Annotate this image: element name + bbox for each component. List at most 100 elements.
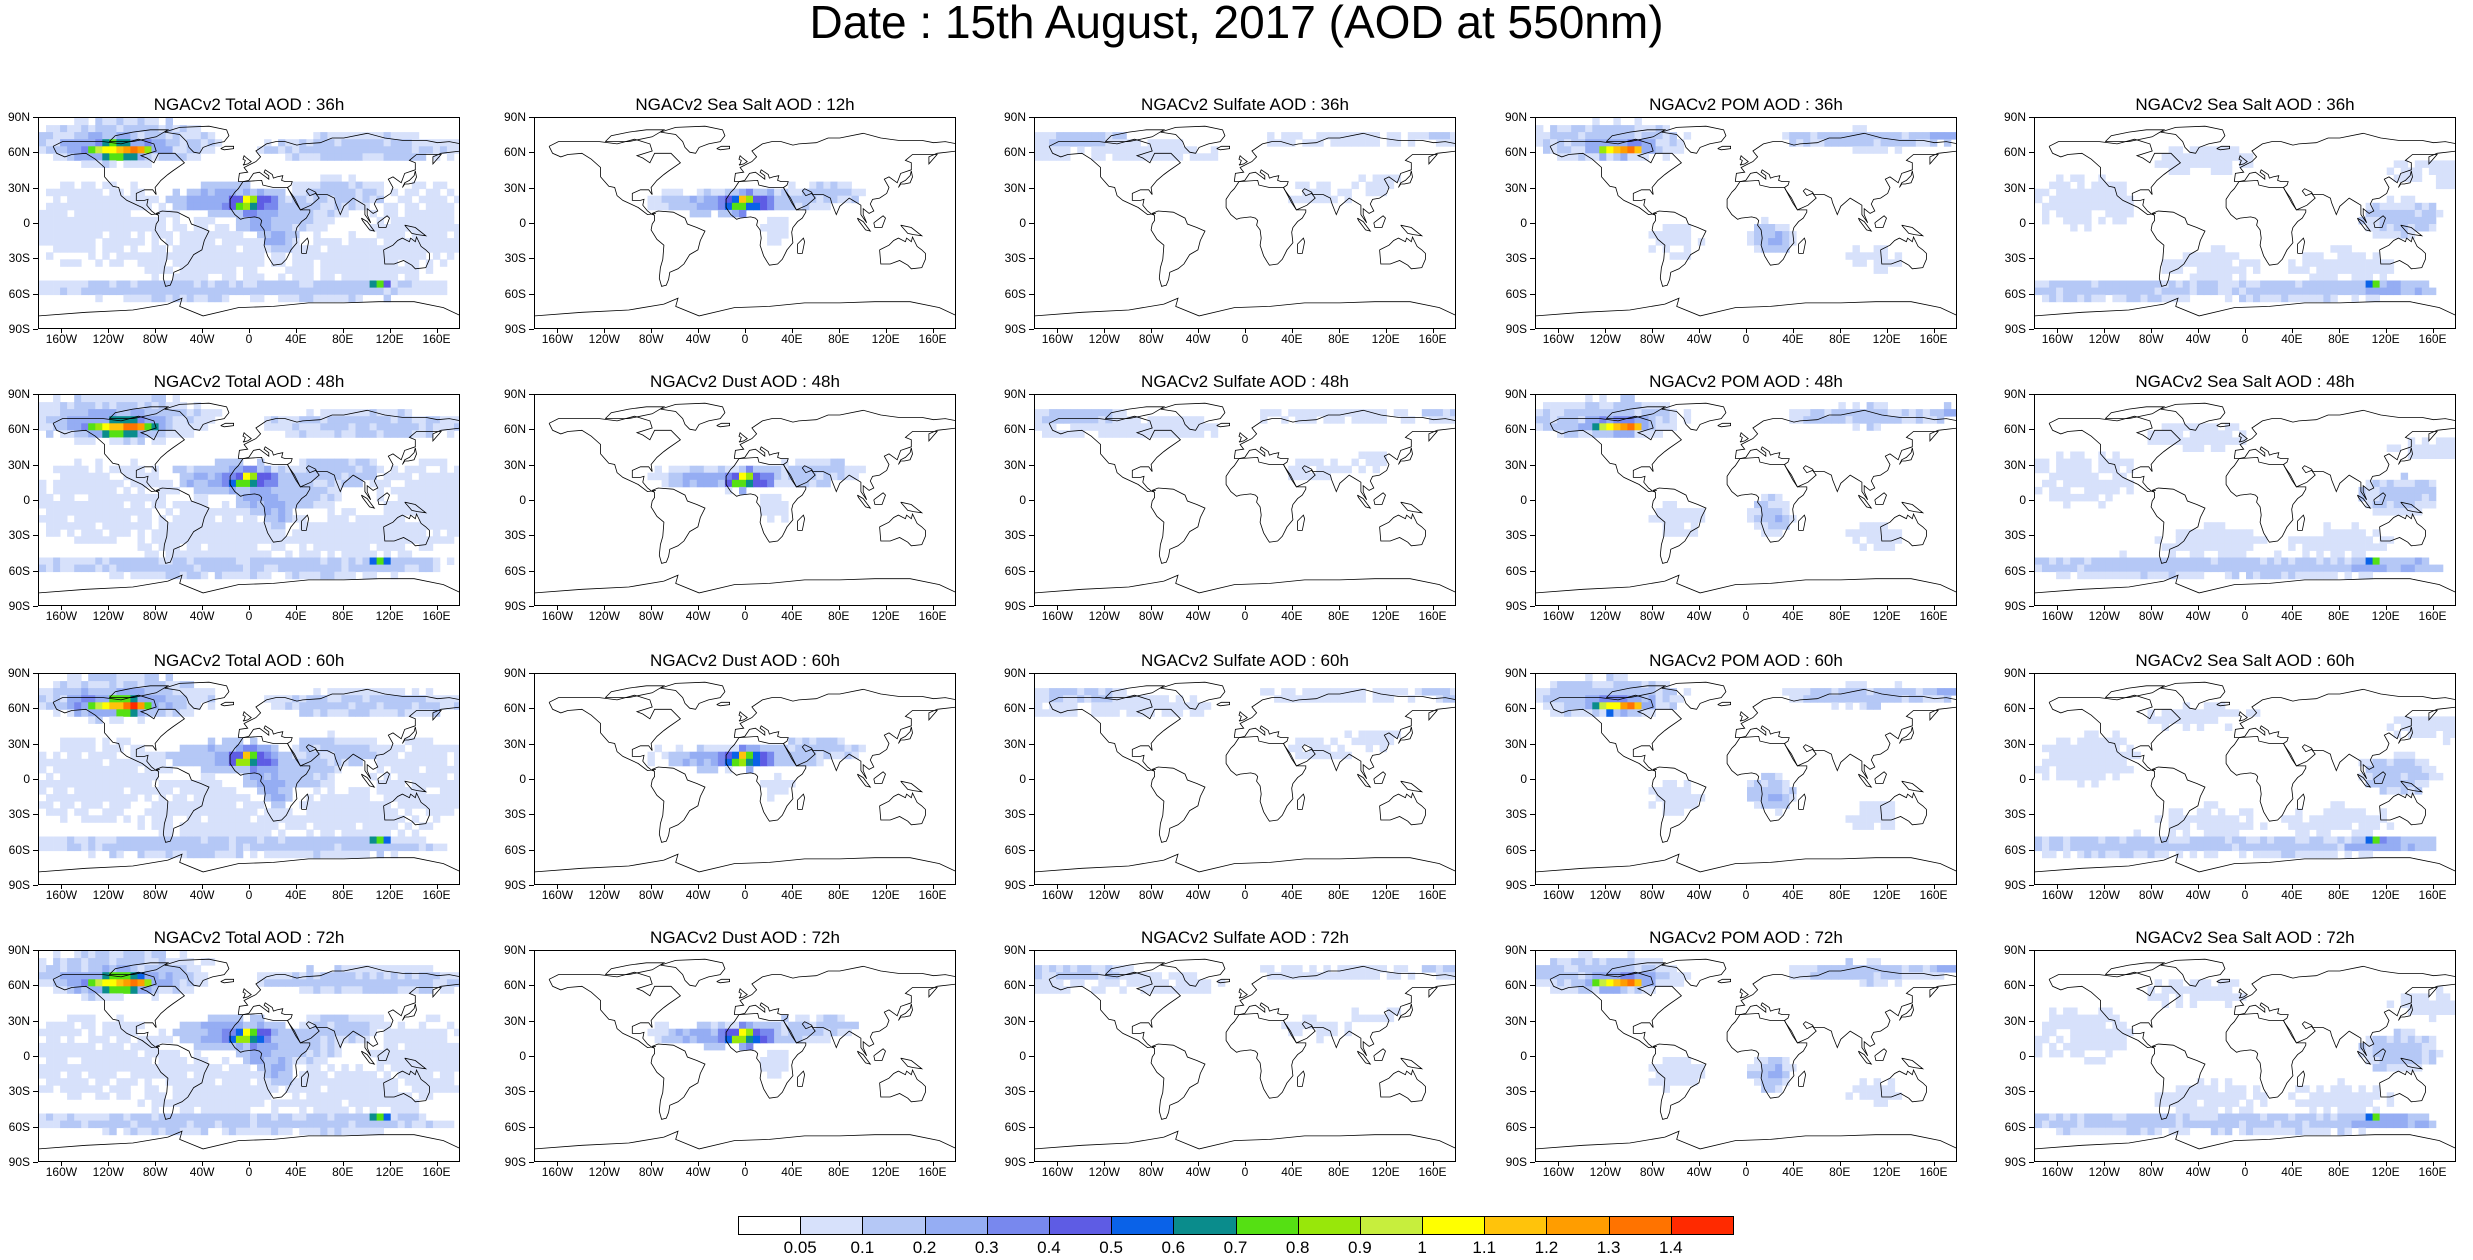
aod-cell bbox=[39, 493, 47, 502]
aod-cell bbox=[165, 822, 173, 830]
aod-cell bbox=[123, 557, 131, 565]
aod-cell bbox=[320, 181, 328, 190]
aod-cell bbox=[2056, 181, 2064, 190]
aod-cell bbox=[2442, 444, 2451, 452]
aod-cell bbox=[207, 564, 216, 573]
aod-cell bbox=[243, 550, 251, 558]
aod-cell bbox=[151, 843, 159, 852]
aod-cell bbox=[1648, 409, 1656, 417]
coastline bbox=[2150, 210, 2206, 287]
aod-cell bbox=[2407, 564, 2416, 573]
aod-cell bbox=[292, 744, 300, 753]
aod-cell bbox=[264, 564, 272, 573]
aod-cell bbox=[2084, 486, 2092, 495]
aod-cell bbox=[60, 409, 68, 417]
aod-cell bbox=[292, 479, 300, 488]
aod-cell bbox=[53, 188, 61, 197]
aod-cell bbox=[292, 287, 300, 296]
aod-cell bbox=[285, 287, 293, 296]
aod-cell bbox=[320, 529, 328, 537]
aod-cell bbox=[454, 515, 459, 523]
aod-cell bbox=[53, 146, 61, 154]
aod-cell bbox=[1768, 529, 1776, 537]
aod-cell bbox=[369, 238, 377, 246]
aod-cell bbox=[1866, 409, 1874, 417]
aod-cell bbox=[109, 430, 117, 438]
aod-cell bbox=[2351, 543, 2359, 551]
aod-cell bbox=[1817, 139, 1825, 147]
aod-cell bbox=[2414, 564, 2423, 573]
aod-cell bbox=[1859, 543, 1867, 551]
aod-cell bbox=[207, 465, 216, 474]
aod-cell bbox=[81, 416, 89, 424]
aod-cell bbox=[130, 153, 138, 161]
aod-cell bbox=[2337, 245, 2345, 253]
aod-cell bbox=[334, 266, 342, 274]
aod-cell bbox=[2302, 571, 2310, 580]
aod-cell bbox=[60, 125, 68, 133]
aod-cell bbox=[404, 252, 413, 260]
aod-cell bbox=[418, 522, 427, 530]
aod-cell bbox=[795, 458, 803, 467]
aod-cell bbox=[2435, 451, 2444, 459]
aod-cell bbox=[327, 458, 335, 467]
aod-cell bbox=[221, 508, 230, 516]
aod-cell bbox=[1761, 238, 1769, 246]
aod-cell bbox=[2091, 202, 2099, 211]
aod-cell bbox=[264, 416, 272, 424]
aod-cell bbox=[250, 486, 258, 495]
aod-cell bbox=[193, 529, 202, 537]
aod-cell bbox=[2344, 557, 2352, 565]
longitude-tick bbox=[2245, 329, 2246, 333]
aod-cell bbox=[158, 280, 166, 288]
aod-cell bbox=[327, 472, 335, 481]
longitude-tick bbox=[436, 329, 438, 333]
aod-cell bbox=[228, 543, 237, 551]
longitude-label: 120W bbox=[1589, 609, 1622, 623]
aod-cell bbox=[2161, 294, 2169, 303]
aod-cell bbox=[2414, 224, 2423, 232]
aod-cell bbox=[675, 195, 684, 204]
aod-cell bbox=[137, 557, 145, 565]
aod-cell bbox=[1260, 416, 1268, 424]
aod-cell bbox=[2302, 557, 2310, 565]
aod-cell bbox=[2358, 550, 2366, 558]
aod-cell bbox=[2189, 444, 2198, 452]
aod-cell bbox=[397, 430, 406, 438]
aod-cell bbox=[306, 139, 314, 147]
aod-cell bbox=[1768, 224, 1776, 232]
aod-cell bbox=[341, 508, 349, 516]
aod-cell bbox=[1435, 416, 1444, 424]
aod-cell bbox=[243, 287, 251, 296]
aod-cell bbox=[2428, 564, 2437, 573]
aod-cell bbox=[362, 409, 370, 417]
coastline bbox=[404, 501, 428, 514]
aod-cell bbox=[2323, 280, 2331, 288]
aod-cell bbox=[2295, 571, 2303, 580]
aod-cell bbox=[334, 245, 342, 253]
aod-cell bbox=[130, 787, 138, 795]
aod-cell bbox=[1669, 501, 1677, 509]
aod-cell bbox=[123, 231, 131, 239]
aod-cell bbox=[151, 252, 159, 260]
aod-cell bbox=[88, 772, 96, 781]
coastlines bbox=[535, 125, 955, 317]
aod-cell bbox=[425, 139, 434, 147]
aod-cell bbox=[2421, 202, 2430, 211]
coastline bbox=[2373, 215, 2386, 228]
aod-cell bbox=[816, 479, 824, 488]
aod-cell bbox=[214, 294, 223, 303]
aod-cell bbox=[53, 238, 61, 246]
latitude-tick bbox=[1530, 429, 1535, 431]
aod-cell bbox=[2126, 195, 2134, 204]
aod-cell bbox=[2098, 202, 2106, 211]
aod-cell bbox=[67, 472, 75, 481]
aod-cell bbox=[2414, 287, 2423, 296]
aod-cell bbox=[250, 238, 258, 246]
aod-cell bbox=[2260, 294, 2268, 303]
aod-cell bbox=[116, 238, 124, 246]
aod-cell bbox=[2077, 451, 2085, 459]
aod-cell bbox=[278, 702, 286, 710]
coastline bbox=[242, 154, 252, 166]
latitude-label: 90N bbox=[7, 387, 30, 401]
